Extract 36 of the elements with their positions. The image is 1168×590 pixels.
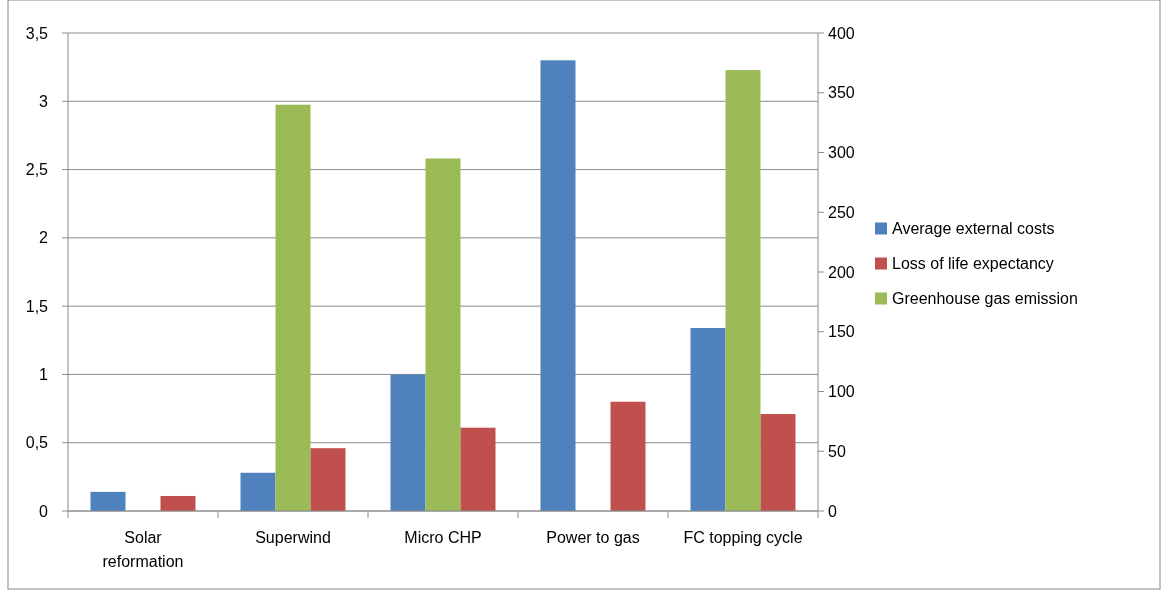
y-tick-label: 2,5 (25, 161, 49, 179)
bar (425, 158, 461, 511)
bar (610, 401, 646, 511)
y2-tick-label: 0 (828, 502, 837, 520)
bar (275, 104, 311, 511)
x-tick-label: Power to gas (546, 529, 640, 546)
x-tick-label: Solar reformation (102, 529, 184, 570)
x-tick-label: FC topping cycle (683, 529, 803, 546)
y2-tick-label: 250 (828, 203, 855, 221)
bar (725, 70, 761, 511)
bar (760, 414, 796, 511)
y2-tick-label: 400 (828, 24, 855, 42)
legend-label: Greenhouse gas emission (892, 290, 1078, 308)
y2-tick-label: 50 (828, 442, 846, 460)
bar (240, 472, 276, 511)
y-tick-label: 0 (39, 502, 49, 520)
bar (540, 60, 576, 511)
bar (160, 495, 196, 511)
x-tick-label: Superwind (255, 529, 331, 546)
legend-label: Loss of life expectancy (892, 255, 1054, 273)
y-tick-label: 2 (39, 229, 49, 247)
y2-tick-label: 150 (828, 323, 855, 341)
y-tick-label: 1 (39, 366, 49, 384)
bar (90, 491, 126, 511)
bar (460, 427, 496, 511)
y-tick-label: 1,5 (25, 297, 49, 315)
y2-tick-label: 100 (828, 383, 855, 401)
y-tick-label: 3,5 (25, 24, 49, 42)
y2-tick-label: 300 (828, 144, 855, 162)
bar (310, 448, 346, 511)
legend-label: Average external costs (892, 220, 1055, 238)
y-tick-label: 0,5 (25, 434, 49, 452)
y2-tick-label: 200 (828, 263, 855, 281)
y-tick-label: 3 (39, 92, 49, 110)
y2-tick-label: 350 (828, 84, 855, 102)
x-tick-label: Micro CHP (404, 529, 482, 546)
